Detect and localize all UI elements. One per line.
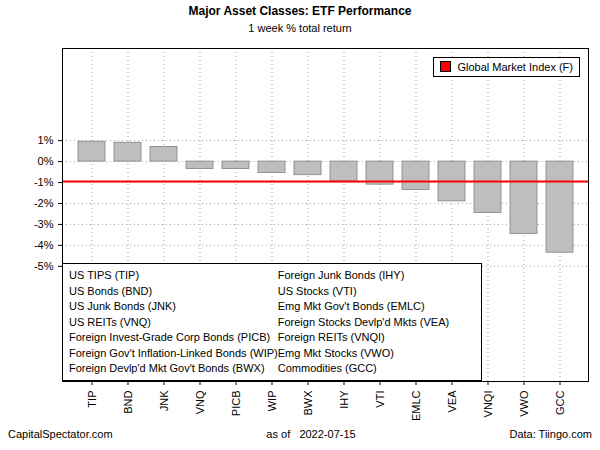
svg-text:PICB: PICB [230,391,242,417]
svg-text:BWX: BWX [302,390,314,416]
html-text:US Stocks (VTI): US Stocks (VTI) [277,284,357,297]
html-text:Foreign Invest-Grade Corp Bond: Foreign Invest-Grade Corp Bonds (PICB) [69,331,271,343]
svg-text:-4%: -4% [34,239,54,251]
svg-text:BND: BND [122,390,134,413]
svg-text:VNQ: VNQ [194,390,206,414]
html-text:US TIPS (TIP): US TIPS (TIP) [69,269,140,281]
html-text:Foreign Gov't Inflation-Linked: Foreign Gov't Inflation-Linked Bonds (WI… [69,346,278,359]
svg-text:-1%: -1% [34,176,54,188]
svg-text:EMLC: EMLC [410,390,422,421]
svg-text:IHY: IHY [338,390,350,409]
html-text:US Junk Bonds (JNK): US Junk Bonds (JNK) [69,300,176,312]
html-text:Emg Mkt Gov't Bonds (EMLC): Emg Mkt Gov't Bonds (EMLC) [277,300,425,312]
svg-text:VTI: VTI [374,391,386,408]
svg-text:VEA: VEA [446,390,458,413]
svg-text:-2%: -2% [34,197,54,209]
svg-text:TIP: TIP [86,391,98,408]
svg-text:-5%: -5% [34,260,54,272]
html-text:Data: Tiingo.com: Data: Tiingo.com [509,428,592,440]
html-text:Foreign REITs (VNQI): Foreign REITs (VNQI) [277,331,385,343]
svg-text:-3%: -3% [34,218,54,230]
html-text:as of 2022-07-15: as of 2022-07-15 [266,428,356,440]
html-text:Emg Mkt Stocks (VWO): Emg Mkt Stocks (VWO) [277,346,394,359]
html-text:1 week % total return: 1 week % total return [248,22,352,34]
svg-text:VNQI: VNQI [482,391,494,418]
html-text:Foreign Stocks Devlp'd Mkts (V: Foreign Stocks Devlp'd Mkts (VEA) [277,315,450,328]
svg-text:1%: 1% [38,134,54,146]
svg-text:GCC: GCC [554,390,566,415]
html-text:CapitalSpectator.com: CapitalSpectator.com [8,428,113,440]
html-text:Foreign Devlp'd Mkt Gov't Bond: Foreign Devlp'd Mkt Gov't Bonds (BWX) [69,362,265,374]
svg-text:VWO: VWO [518,390,530,417]
html-text:Global Market Index (F): Global Market Index (F) [457,61,573,73]
html-text:Commodities (GCC): Commodities (GCC) [277,362,377,374]
html-text:US REITs (VNQ): US REITs (VNQ) [69,315,151,328]
html-text:Foreign Junk Bonds (IHY): Foreign Junk Bonds (IHY) [277,269,405,281]
svg-text:WIP: WIP [266,391,278,412]
svg-text:0%: 0% [38,155,54,167]
html-text:US Bonds (BND): US Bonds (BND) [69,284,153,297]
svg-text:JNK: JNK [158,390,170,411]
html-text:Major Asset Classes: ETF Perfo: Major Asset Classes: ETF Performance [188,4,412,18]
